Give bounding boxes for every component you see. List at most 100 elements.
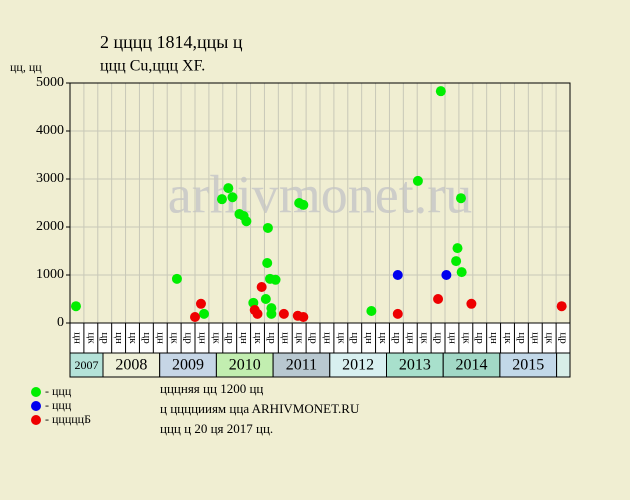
x-tick-label: цк	[85, 332, 97, 344]
x-tick-label: цр	[474, 332, 486, 344]
legend-label: - ццц	[45, 384, 72, 398]
point	[216, 194, 227, 205]
year-band	[556, 352, 571, 378]
x-tick-label: цр	[433, 332, 445, 344]
point	[451, 256, 462, 267]
x-tick-label: цн	[155, 332, 167, 344]
legend-marker	[31, 387, 41, 397]
y-tick-label: 5000	[36, 75, 64, 90]
x-tick-label: цн	[71, 332, 83, 344]
point	[262, 222, 273, 233]
point	[433, 294, 444, 304]
note: цццняя цц 1200 цц	[160, 381, 263, 396]
y-tick-label: 3000	[36, 171, 64, 186]
x-tick-label: цк	[252, 332, 264, 344]
x-tick-label: цр	[391, 332, 403, 344]
x-tick-label: цн	[446, 332, 458, 344]
legend-label: - ццц	[45, 398, 72, 412]
year-label: 2010	[229, 357, 261, 374]
legend-marker	[31, 415, 41, 425]
year-label: 2015	[512, 357, 544, 374]
point	[171, 273, 182, 284]
point	[223, 183, 234, 194]
note: ццц ц 20 ця 2017 цц.	[160, 421, 273, 436]
year-band	[69, 352, 104, 378]
x-tick-label: цк	[544, 332, 556, 344]
year-label: 2008	[115, 357, 147, 374]
point	[199, 308, 210, 319]
x-tick-label: цн	[488, 332, 500, 344]
point	[298, 199, 309, 210]
x-tick-label: цк	[294, 332, 306, 344]
x-tick-label: цк	[169, 332, 181, 344]
plot-border	[69, 82, 571, 324]
point	[70, 301, 81, 312]
x-tick-label: цк	[127, 332, 139, 344]
x-tick-label: цк	[419, 332, 431, 344]
x-tick-label: цр	[308, 332, 320, 344]
year-band	[159, 352, 217, 378]
point	[190, 312, 200, 322]
legend-marker	[31, 401, 41, 411]
note: ц ццццииям ццa ARHIVMONET.RU	[160, 401, 360, 416]
point	[260, 294, 271, 304]
point	[466, 298, 477, 309]
x-tick-label: цн	[321, 332, 333, 344]
y-axis-label: цц, цц	[10, 60, 42, 74]
year-band	[215, 352, 274, 378]
year-label: 2013	[399, 357, 431, 374]
x-tick-label: цр	[224, 332, 236, 344]
chart-subtitle: ццц Cu,ццц XF.	[100, 58, 205, 75]
x-tick-label: цр	[266, 332, 278, 344]
x-tick-label: цр	[183, 332, 195, 344]
x-tick-label: цк	[460, 332, 472, 344]
year-label: 2014	[456, 357, 488, 374]
point	[195, 298, 206, 309]
point	[452, 243, 463, 254]
point	[241, 216, 252, 227]
year-band	[329, 352, 387, 378]
x-tick-label: цк	[210, 332, 222, 344]
x-tick-label: цн	[530, 332, 542, 344]
x-tick-label: цр	[99, 332, 111, 344]
x-tick-label: цр	[558, 332, 570, 344]
year-label: 2009	[172, 357, 204, 374]
y-tick-label: 1000	[36, 267, 64, 282]
y-tick-label: 2000	[36, 219, 64, 234]
year-band	[102, 352, 161, 378]
point	[435, 86, 446, 97]
point	[392, 308, 403, 319]
chart-title: 2 цццц 1814,ццы ц	[100, 32, 243, 52]
point	[266, 303, 277, 314]
year-band	[386, 352, 444, 378]
x-tick-label: цн	[363, 332, 375, 344]
year-label: 2012	[342, 357, 374, 374]
point	[456, 267, 467, 278]
point	[441, 270, 452, 280]
x-tick-label: цн	[280, 332, 292, 344]
point	[270, 274, 281, 285]
year-label: 2007	[75, 358, 99, 372]
x-tick-label: цк	[335, 332, 347, 344]
x-tick-label: цн	[238, 332, 250, 344]
year-band	[499, 352, 558, 378]
x-tick-label: цр	[141, 332, 153, 344]
point	[366, 306, 377, 316]
x-tick-label: цк	[502, 332, 514, 344]
point	[256, 282, 267, 292]
x-tick-label: цр	[349, 332, 361, 344]
x-tick-label: цн	[196, 332, 208, 344]
point	[278, 308, 289, 319]
point	[412, 175, 423, 186]
y-tick-label: 4000	[36, 123, 64, 138]
x-tick-label: цр	[516, 332, 528, 344]
point	[556, 301, 567, 312]
x-tick-label: цн	[113, 332, 125, 344]
point	[392, 270, 403, 280]
point	[262, 258, 273, 268]
x-tick-label: цн	[405, 332, 417, 344]
legend-label: - цццццБ	[45, 412, 91, 426]
year-label: 2011	[286, 357, 317, 374]
point	[227, 192, 238, 203]
